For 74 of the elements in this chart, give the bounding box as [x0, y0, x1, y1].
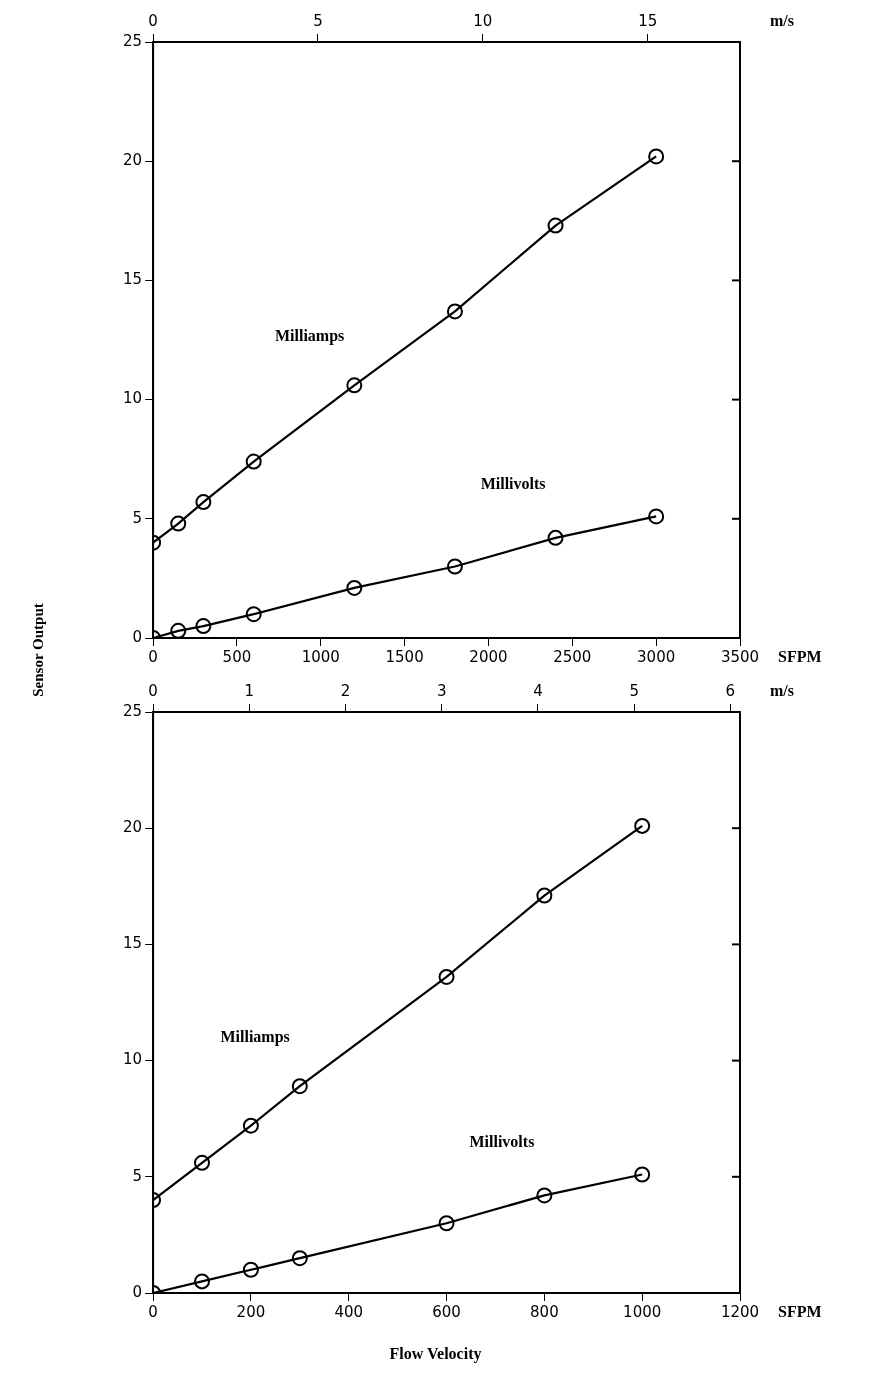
x-tick-label: 1500: [385, 647, 424, 666]
x-tick-label: 1000: [623, 1302, 662, 1321]
y-tick-label: 15: [122, 934, 143, 953]
point: [648, 148, 665, 165]
y-tick-label: 20: [122, 151, 143, 170]
x-tick-label: 600: [432, 1302, 461, 1321]
point: [438, 1215, 455, 1232]
point: [634, 1166, 651, 1183]
point: [195, 494, 212, 511]
x-tick-label: 3000: [637, 647, 676, 666]
point: [245, 606, 262, 623]
point: [195, 618, 212, 635]
x2-tick-label: 5: [313, 11, 323, 30]
point: [438, 968, 455, 985]
x2-tick-label: 6: [725, 681, 736, 700]
point: [346, 579, 363, 596]
x2-tick-label: 0: [148, 11, 158, 30]
point: [446, 303, 463, 320]
point: [536, 887, 553, 904]
y-tick-label: 15: [122, 270, 143, 289]
point: [634, 817, 651, 834]
text: Flow Velocity: [388, 1345, 483, 1363]
x-tick-label: 0: [148, 1302, 158, 1321]
y-tick-label: 25: [122, 701, 143, 720]
point: [536, 1187, 553, 1204]
point: [245, 453, 262, 470]
point: [242, 1261, 259, 1278]
y-axis-title: Sensor Output: [29, 603, 47, 697]
point: [291, 1078, 308, 1095]
x2-tick-label: 1: [244, 681, 255, 700]
x2-tick-label: 0: [148, 681, 158, 700]
text: Millivolts: [480, 475, 546, 493]
x2-tick-label: 4: [533, 681, 543, 700]
x2-tick-label: 10: [473, 11, 493, 30]
text: Millivolts: [469, 1132, 535, 1150]
point: [291, 1250, 308, 1267]
x2-tick-label: 5: [629, 681, 639, 700]
point: [547, 529, 564, 546]
point: [194, 1154, 210, 1171]
y-tick-label: 0: [132, 627, 143, 646]
x2-axis-title: m/s: [770, 12, 794, 30]
point: [446, 558, 463, 575]
point: [194, 1273, 210, 1290]
y-tick-label: 5: [132, 1166, 143, 1185]
x-tick-label: 3500: [720, 647, 760, 666]
x-tick-label: 200: [236, 1302, 266, 1321]
point: [547, 217, 564, 234]
x2-tick-label: 3: [436, 681, 447, 700]
text: Milliamps: [220, 1028, 290, 1047]
y-tick-label: 10: [122, 1050, 143, 1069]
y-tick-label: 20: [122, 818, 143, 837]
point: [346, 377, 363, 394]
y-tick-label: 0: [132, 1282, 143, 1301]
point: [242, 1117, 259, 1134]
x2-tick-label: 15: [638, 11, 658, 30]
y-tick-label: 25: [122, 31, 143, 50]
x-tick-label: 800: [530, 1302, 559, 1321]
x-tick-label: 0: [148, 647, 158, 666]
y-tick-label: 5: [132, 508, 143, 527]
y-tick-label: 10: [122, 389, 143, 408]
x-tick-label: 500: [222, 647, 252, 666]
x-tick-label: 400: [334, 1302, 364, 1321]
x-tick-label: 2500: [553, 647, 592, 666]
text: Milliamps: [274, 327, 345, 346]
point: [170, 622, 187, 638]
x-tick-label: 2000: [469, 647, 508, 666]
x-axis-title: SFPM: [778, 1303, 822, 1321]
x-tick-label: 1200: [720, 1302, 760, 1321]
point: [170, 515, 187, 532]
x-axis-title: SFPM: [778, 648, 822, 666]
x2-tick-label: 2: [340, 681, 351, 700]
point: [648, 508, 665, 525]
x2-axis-title: m/s: [770, 682, 794, 700]
x-tick-label: 1000: [301, 647, 340, 666]
